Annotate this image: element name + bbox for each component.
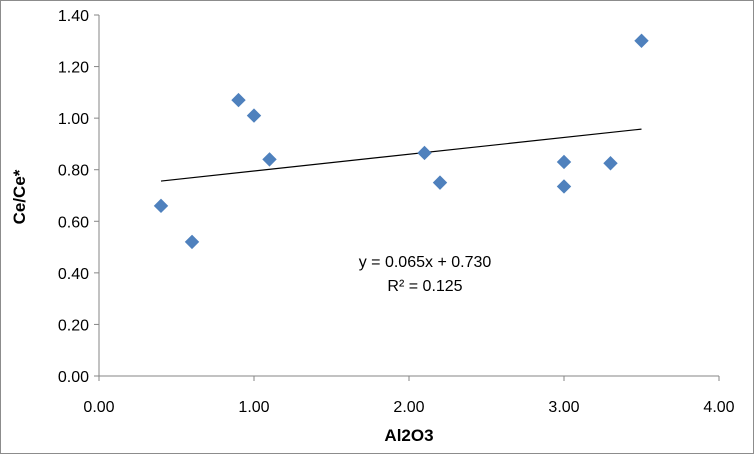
- data-point: [153, 198, 169, 214]
- y-tick-label: 1.00: [58, 111, 89, 128]
- y-tick-label: 0.60: [58, 214, 89, 231]
- y-tick-label: 1.20: [58, 60, 89, 77]
- r-squared-label: R² = 0.125: [387, 278, 462, 295]
- y-tick-label: 1.40: [58, 8, 89, 25]
- trendline: [160, 128, 642, 182]
- data-point: [184, 234, 200, 250]
- y-tick-label: 0.20: [58, 317, 89, 334]
- data-point: [432, 175, 448, 190]
- data-point: [556, 154, 572, 170]
- data-point: [556, 179, 572, 194]
- x-tick-label: 1.00: [238, 399, 269, 416]
- data-point: [417, 145, 432, 161]
- x-axis-title: Al2O3: [384, 426, 433, 445]
- y-tick-label: 0.40: [58, 266, 89, 283]
- axes: [98, 15, 719, 377]
- trendline-equation: y = 0.065x + 0.730: [359, 254, 492, 271]
- data-point: [603, 156, 618, 171]
- data-points: [153, 33, 649, 250]
- axis-ticks: 0.00 0.20 0.40 0.60 0.80 1.00 1.20 1.40 0.00 1.00…: [58, 8, 735, 416]
- data-point: [246, 108, 262, 123]
- trendline-group: [160, 128, 642, 182]
- data-point: [231, 92, 246, 108]
- data-point: [262, 152, 277, 167]
- data-point: [634, 33, 649, 48]
- x-tick-label: 0.00: [83, 399, 114, 416]
- y-tick-label: 0.80: [58, 163, 89, 180]
- x-tick-label: 3.00: [548, 399, 579, 416]
- y-tick-label: 0.00: [58, 369, 89, 386]
- x-tick-label: 2.00: [393, 399, 424, 416]
- y-axis-title: Ce/Ce*: [10, 169, 29, 224]
- x-tick-label: 4.00: [703, 399, 734, 416]
